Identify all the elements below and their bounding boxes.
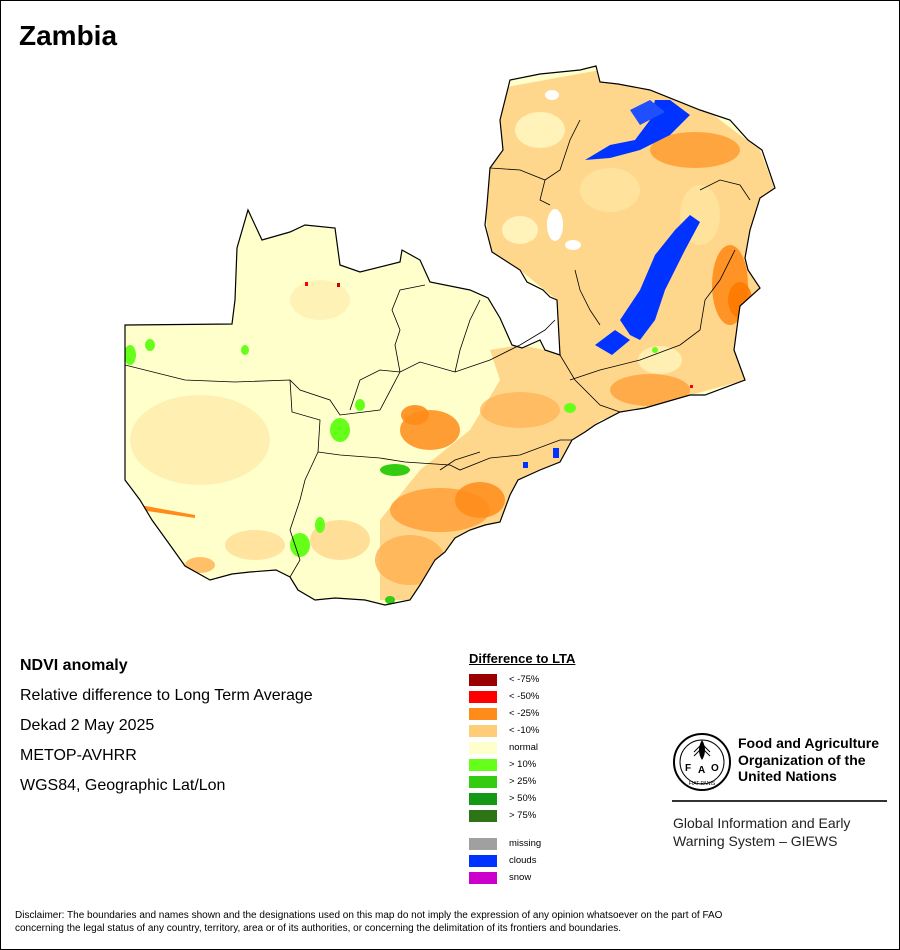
legend-item: missing [469,837,541,850]
legend-item: > 50% [469,792,536,805]
divider [672,800,887,802]
legend-item: > 25% [469,775,536,788]
legend-swatch [469,690,497,703]
legend-item: snow [469,871,531,884]
legend-swatch [469,809,497,822]
svg-text:A: A [698,765,705,776]
legend-item: > 75% [469,809,536,822]
organization-name: Food and Agriculture Organization of the… [738,735,888,785]
legend-swatch [469,837,497,850]
legend-item: < -25% [469,707,539,720]
legend-swatch [469,854,497,867]
legend-item: < -10% [469,724,539,737]
map-detail: METOP-AVHRR [20,747,137,764]
legend-item: clouds [469,854,536,867]
legend-item: normal [469,741,538,754]
organization-name-line: United Nations [738,768,837,784]
map-title: Zambia [19,20,118,51]
legend-label: missing [509,838,542,849]
legend-title: Difference to LTA [469,651,576,666]
legend-label: < -75% [509,674,540,685]
legend-label: < -50% [509,691,540,702]
legend-label: > 10% [509,759,537,770]
legend-label: > 50% [509,793,537,804]
organization-name-line: Organization of the [738,751,866,768]
map-detail: WGS84, Geographic Lat/Lon [20,777,226,794]
giews-name: Global Information and Early Warning Sys… [673,814,888,850]
legend-swatch [469,673,497,686]
anomaly-layer [125,70,775,604]
legend-item: < -75% [469,673,539,686]
legend-label: > 75% [509,810,537,821]
disclaimer-line: Disclaimer: The boundaries and names sho… [15,910,723,921]
legend-swatch [469,724,497,737]
svg-text:FIAT PANIS: FIAT PANIS [689,781,716,787]
giews-name-line: Global Information and Early [673,815,851,831]
legend-label: clouds [509,855,537,866]
zambia-ndvi-map [124,65,776,606]
organization-name-line: Food and Agriculture [738,735,880,751]
legend-item: > 10% [469,758,536,771]
legend-label: > 25% [509,776,537,787]
legend-swatch [469,775,497,788]
legend-swatch [469,871,497,884]
giews-name-line: Warning System – GIEWS [673,833,838,849]
legend-swatch [469,741,497,754]
map-legend: Difference to LTA < -75% < -50% < -25% < -1… [469,651,629,884]
legend-swatch [469,707,497,720]
map-detail: Dekad 2 May 2025 [20,717,155,734]
svg-text:F: F [685,763,691,774]
disclaimer-line: concerning the legal status of any count… [15,923,622,934]
legend-label: < -10% [509,725,540,736]
legend-label: normal [509,742,539,753]
legend-item: < -50% [469,690,539,703]
map-detail: Relative difference to Long Term Average [20,687,313,704]
map-subject: NDVI anomaly [20,657,128,674]
legend-label: < -25% [509,708,540,719]
map-info: NDVI anomaly Relative difference to Long… [20,656,313,806]
province-boundaries [124,119,751,578]
legend-label: snow [509,872,532,883]
disclaimer: Disclaimer: The boundaries and names sho… [15,909,885,935]
legend-swatch [469,758,497,771]
fao-logo-icon: F A O FIAT PANIS [673,733,731,791]
legend-swatch [469,792,497,805]
svg-text:O: O [711,763,719,774]
